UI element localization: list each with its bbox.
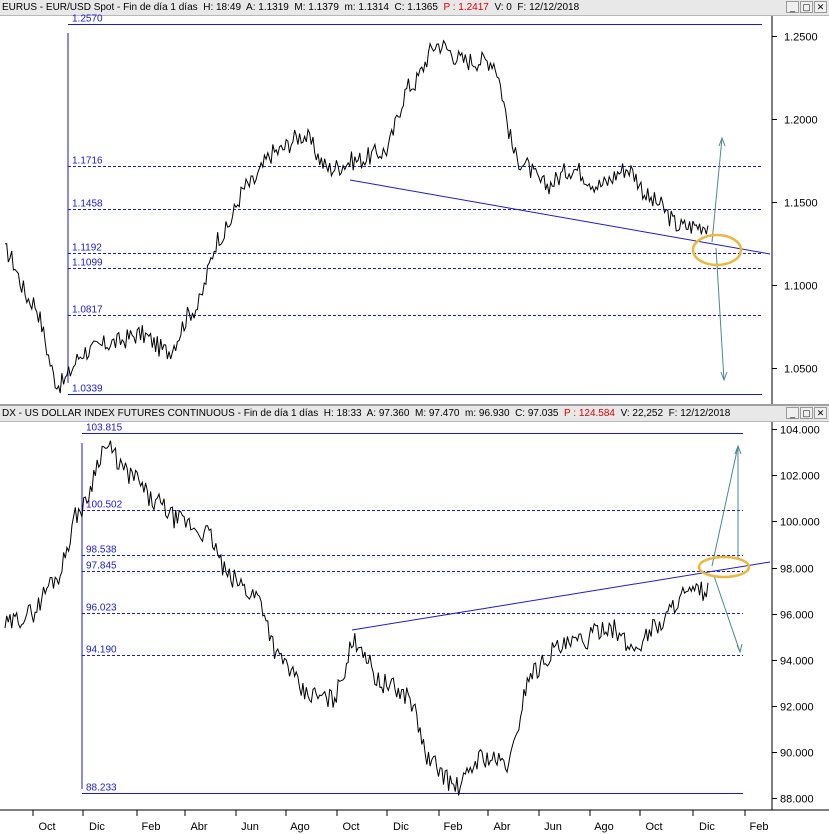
level-label: 1.1099: [72, 258, 103, 269]
x-tick-label: Dic: [699, 821, 715, 833]
y-tick-label: 94.000: [780, 656, 814, 668]
x-tick-label: Dic: [89, 821, 105, 833]
dx-header: DX - US DOLLAR INDEX FUTURES CONTINUOUS …: [2, 408, 731, 419]
y-tick-label: 96.000: [780, 610, 814, 622]
x-tick-label: Ago: [594, 821, 614, 833]
x-tick-label: Feb: [142, 821, 161, 833]
volume: V: 22,252: [620, 408, 664, 419]
p-value: P : 124.584: [564, 408, 615, 419]
x-tick-label: Feb: [444, 821, 463, 833]
panel-divider: [0, 404, 829, 406]
level-label: 1.2570: [72, 14, 103, 25]
symbol: DX: [2, 408, 16, 419]
level-label: 97.845: [86, 561, 117, 572]
dx-trendline: [351, 561, 771, 631]
dx-price-line: [4, 440, 709, 796]
x-tick-label: Feb: [750, 821, 769, 833]
dx-highlight-ellipse: [697, 555, 751, 579]
close: C: 1.1365: [394, 2, 438, 13]
level-label: 98.538: [86, 545, 117, 556]
date: F: 12/12/2018: [668, 408, 731, 419]
minimize-button[interactable]: _: [786, 1, 799, 13]
dx-projection-arrows: [711, 444, 743, 654]
x-tick-label: Oct: [645, 821, 662, 833]
y-tick-label: 1.0500: [784, 364, 818, 376]
eurus-y-ticks: 1.2500 1.2000 1.1500 1.1000 1.0500: [772, 32, 818, 376]
eurus-title-bar[interactable]: EURUS - EUR/USD Spot - Fin de día 1 días…: [0, 0, 829, 16]
level-label: 1.1458: [72, 199, 103, 210]
close-button[interactable]: ✕: [814, 407, 827, 419]
y-tick-label: 100.000: [780, 517, 820, 529]
instrument-name: EUR/USD Spot: [45, 2, 115, 13]
time: H: 18:33: [323, 408, 362, 419]
eurus-highlight-ellipse: [691, 233, 743, 267]
eurus-window-buttons: _ ▢ ✕: [786, 1, 827, 13]
high: M: 1.1379: [294, 2, 339, 13]
level-label: 88.233: [86, 783, 117, 794]
x-tick-label: Dic: [393, 821, 409, 833]
level-label: 100.502: [86, 500, 123, 511]
eurus-trendline: [349, 179, 771, 255]
dx-y-ticks: 104.000 102.000 100.000 98.000 96.000 94.000 9…: [772, 425, 820, 806]
close: C: 97.035: [515, 408, 559, 419]
y-tick-label: 1.1500: [784, 198, 818, 210]
x-tick-label: Oct: [342, 821, 359, 833]
y-tick-label: 98.000: [780, 564, 814, 576]
symbol: EURUS: [2, 2, 38, 13]
x-axis-labels: Oct Dic Feb Abr Jun Ago Oct Dic Feb Abr Jun Ago Oct D…: [32, 810, 769, 833]
low: m: 96.930: [465, 408, 510, 419]
level-label: 96.023: [86, 603, 117, 614]
y-tick-label: 1.2000: [784, 115, 818, 127]
level-label: 1.0817: [72, 305, 103, 316]
dx-levels: 103.815 100.502 98.538 97.845 96.023 94.190 88…: [82, 423, 743, 794]
eurus-header: EURUS - EUR/USD Spot - Fin de día 1 días…: [2, 2, 580, 13]
period: Fin de día 1 días: [243, 408, 319, 419]
open: A: 97.360: [366, 408, 410, 419]
eurus-price-line: [4, 39, 709, 394]
open: A: 1.1319: [246, 2, 289, 13]
x-tick-label: Ago: [290, 821, 310, 833]
y-tick-label: 88.000: [780, 794, 814, 806]
y-tick-label: 90.000: [780, 748, 814, 760]
p-value: P : 1.2417: [443, 2, 489, 13]
x-tick-label: Jun: [544, 821, 562, 833]
x-tick-label: Jun: [241, 821, 259, 833]
eurus-levels: 1.2570 1.1716 1.1458 1.1192 1.1099 1.0817 1.03…: [68, 14, 762, 395]
y-tick-label: 1.1000: [784, 281, 818, 293]
level-label: 1.0339: [72, 384, 103, 395]
period: Fin de día 1 días: [123, 2, 198, 13]
x-tick-label: Abr: [493, 821, 510, 833]
high: M: 97.470: [414, 408, 460, 419]
date: F: 12/12/2018: [517, 2, 580, 13]
x-tick-label: Abr: [190, 821, 207, 833]
y-tick-label: 104.000: [780, 425, 820, 437]
dx-window-buttons: _ ▢ ✕: [786, 407, 827, 419]
eurus-projection-arrows: [711, 136, 728, 382]
instrument-name: US DOLLAR INDEX FUTURES CONTINUOUS: [24, 408, 235, 419]
y-tick-label: 1.2500: [784, 32, 818, 44]
level-label: 1.1192: [72, 243, 102, 254]
volume: V: 0: [494, 2, 512, 13]
maximize-button[interactable]: ▢: [800, 407, 813, 419]
level-label: 1.1716: [72, 156, 103, 167]
close-button[interactable]: ✕: [814, 1, 827, 13]
time: H: 18:49: [203, 2, 242, 13]
dx-title-bar[interactable]: DX - US DOLLAR INDEX FUTURES CONTINUOUS …: [0, 406, 829, 422]
low: m: 1.1314: [344, 2, 389, 13]
minimize-button[interactable]: _: [786, 407, 799, 419]
x-tick-label: Oct: [38, 821, 55, 833]
level-label: 103.815: [86, 423, 123, 434]
y-tick-label: 102.000: [780, 471, 820, 483]
y-tick-label: 92.000: [780, 702, 814, 714]
level-label: 94.190: [86, 645, 117, 656]
maximize-button[interactable]: ▢: [800, 1, 813, 13]
